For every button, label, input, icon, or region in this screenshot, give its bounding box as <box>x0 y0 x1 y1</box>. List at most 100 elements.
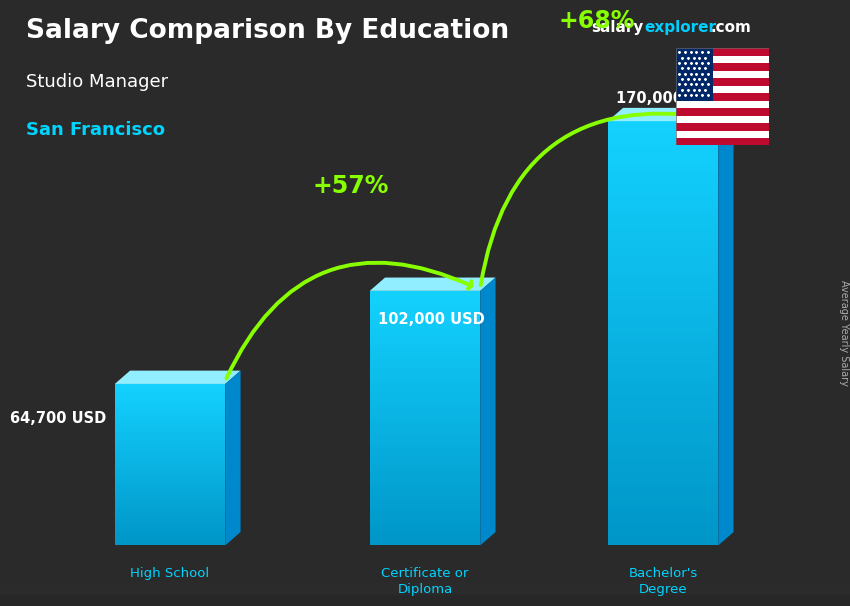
Polygon shape <box>115 481 225 483</box>
Bar <box>0 584 850 596</box>
Bar <box>0 586 850 598</box>
Polygon shape <box>608 461 718 466</box>
Polygon shape <box>608 391 718 397</box>
Bar <box>676 108 769 116</box>
Bar <box>0 584 850 596</box>
Bar <box>0 584 850 596</box>
Text: +68%: +68% <box>559 9 635 33</box>
Polygon shape <box>370 383 480 387</box>
Polygon shape <box>115 371 241 384</box>
Bar <box>0 585 850 597</box>
Bar <box>0 589 850 601</box>
Polygon shape <box>608 466 718 471</box>
Bar <box>676 48 713 101</box>
Text: 102,000 USD: 102,000 USD <box>378 312 485 327</box>
Polygon shape <box>608 148 718 153</box>
Polygon shape <box>115 454 225 456</box>
Polygon shape <box>370 539 480 542</box>
Polygon shape <box>370 377 480 380</box>
Polygon shape <box>115 497 225 499</box>
Polygon shape <box>608 407 718 413</box>
Polygon shape <box>370 438 480 441</box>
Polygon shape <box>370 488 480 491</box>
Polygon shape <box>370 504 480 507</box>
Polygon shape <box>608 127 718 132</box>
Polygon shape <box>370 367 480 370</box>
Polygon shape <box>370 418 480 421</box>
Polygon shape <box>115 479 225 481</box>
Polygon shape <box>115 421 225 422</box>
Bar <box>0 583 850 595</box>
Polygon shape <box>115 519 225 521</box>
Polygon shape <box>115 538 225 539</box>
Bar <box>0 591 850 604</box>
Polygon shape <box>370 421 480 424</box>
Polygon shape <box>608 280 718 285</box>
Polygon shape <box>370 513 480 517</box>
Bar <box>676 101 769 108</box>
Bar <box>676 86 769 93</box>
Polygon shape <box>370 387 480 390</box>
Polygon shape <box>370 466 480 469</box>
Polygon shape <box>370 485 480 488</box>
Bar <box>0 582 850 594</box>
Polygon shape <box>370 405 480 408</box>
Polygon shape <box>115 491 225 493</box>
Polygon shape <box>115 459 225 461</box>
Polygon shape <box>608 275 718 280</box>
Polygon shape <box>370 469 480 472</box>
Polygon shape <box>608 270 718 275</box>
Text: explorer: explorer <box>644 20 717 35</box>
Polygon shape <box>608 508 718 513</box>
Polygon shape <box>608 450 718 455</box>
Bar <box>0 591 850 604</box>
Bar <box>676 130 769 138</box>
Polygon shape <box>608 169 718 175</box>
Polygon shape <box>115 513 225 515</box>
Polygon shape <box>115 394 225 396</box>
Bar <box>0 587 850 599</box>
Polygon shape <box>370 491 480 494</box>
Polygon shape <box>115 456 225 459</box>
Polygon shape <box>370 332 480 336</box>
Polygon shape <box>370 494 480 498</box>
Polygon shape <box>370 358 480 361</box>
Polygon shape <box>608 296 718 301</box>
Polygon shape <box>115 529 225 531</box>
Text: salary: salary <box>591 20 643 35</box>
Polygon shape <box>115 527 225 529</box>
Polygon shape <box>608 222 718 227</box>
Polygon shape <box>608 365 718 370</box>
Bar <box>0 585 850 597</box>
Polygon shape <box>115 433 225 435</box>
Polygon shape <box>370 456 480 459</box>
Polygon shape <box>608 312 718 318</box>
Polygon shape <box>115 493 225 495</box>
Polygon shape <box>608 243 718 248</box>
Polygon shape <box>370 402 480 405</box>
Polygon shape <box>370 526 480 530</box>
Polygon shape <box>370 447 480 450</box>
Polygon shape <box>370 329 480 332</box>
Polygon shape <box>370 428 480 431</box>
Polygon shape <box>370 453 480 456</box>
Bar <box>0 593 850 605</box>
Polygon shape <box>370 482 480 485</box>
Bar <box>676 48 769 56</box>
Polygon shape <box>115 436 225 439</box>
Polygon shape <box>608 291 718 296</box>
Polygon shape <box>370 533 480 536</box>
Polygon shape <box>115 441 225 442</box>
Polygon shape <box>370 408 480 412</box>
Polygon shape <box>370 444 480 447</box>
Polygon shape <box>608 530 718 535</box>
Polygon shape <box>370 390 480 393</box>
Bar <box>676 78 769 86</box>
Bar <box>0 587 850 599</box>
Polygon shape <box>115 473 225 474</box>
Bar <box>676 71 769 78</box>
Polygon shape <box>370 450 480 453</box>
Polygon shape <box>115 453 225 454</box>
Polygon shape <box>370 361 480 364</box>
Polygon shape <box>115 539 225 541</box>
